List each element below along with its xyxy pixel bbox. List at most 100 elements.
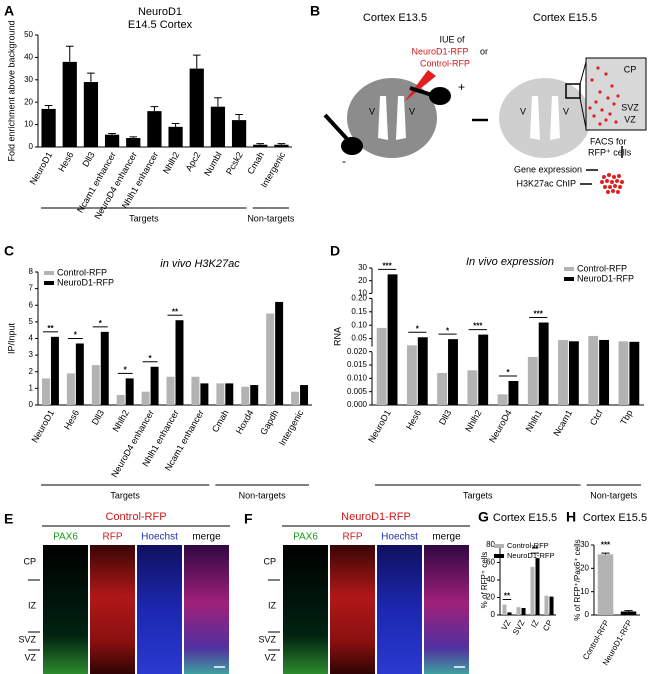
x-tick-label: Hoxd4 — [234, 408, 256, 436]
significance: ** — [172, 307, 179, 316]
error-bar — [87, 72, 95, 83]
y-tick-label: 0.20 — [351, 294, 367, 303]
bar — [535, 558, 540, 615]
x-tick-label: Ctcf — [588, 408, 605, 427]
micrograph — [90, 545, 135, 674]
y-axis-label: Fold enrichment above background — [6, 20, 16, 161]
pipette — [404, 70, 436, 102]
bar — [41, 108, 56, 147]
y-tick-label: 4 — [29, 334, 34, 343]
y-tick-label: 0.10 — [351, 320, 367, 329]
x-tick-label: Cmah — [245, 150, 266, 176]
x-tick-label: Nhlh2 — [463, 408, 483, 433]
chart-title: Cortex E15.5 — [583, 512, 647, 524]
iue-or: or — [480, 46, 488, 56]
legend-swatch — [564, 277, 574, 281]
y-tick-label: 0.010 — [347, 373, 368, 382]
channel-label: RFP — [343, 532, 363, 543]
zone-label: IZ — [28, 600, 37, 610]
error-bar — [65, 45, 74, 62]
channel-label: PAX6 — [293, 532, 318, 543]
y-tick-label: 0 — [491, 610, 496, 619]
image-title: NeuroD1-RFP — [341, 511, 411, 523]
x-tick-label: Hes6 — [62, 408, 81, 431]
legend-label: NeuroD1-RFP — [57, 277, 114, 287]
x-tick-label: Nhlh2 — [161, 150, 181, 175]
bar — [558, 339, 568, 405]
panel-letter: F — [244, 511, 253, 527]
significance: * — [506, 368, 510, 377]
y-tick-label: 40 — [486, 575, 495, 584]
bar — [253, 144, 268, 147]
channel-label: PAX6 — [53, 532, 78, 543]
x-tick-label: VZ — [500, 618, 513, 631]
brain-e13 — [347, 78, 437, 158]
bar — [406, 345, 417, 405]
bar — [66, 373, 75, 405]
significance: *** — [473, 322, 483, 331]
ventricle-label: V — [409, 106, 415, 116]
y-tick-label: 6 — [29, 300, 34, 309]
zone-label: VZ — [624, 114, 636, 124]
bar — [387, 274, 398, 405]
micrograph — [330, 545, 375, 674]
iue-option: NeuroD1-RFP — [411, 46, 468, 56]
diagram-title: Cortex E15.5 — [533, 12, 597, 24]
bar — [376, 327, 387, 405]
zone-label: CP — [263, 556, 276, 566]
y-tick-label: 0 — [29, 400, 34, 409]
image-title: Control-RFP — [105, 511, 166, 523]
bar — [41, 378, 50, 405]
facs-label: RFP⁺ cells — [588, 147, 632, 157]
y-tick-label: 0.05 — [351, 334, 367, 343]
bar — [618, 341, 629, 405]
bar — [266, 313, 275, 405]
bar — [241, 386, 250, 405]
zone-label: SVZ — [258, 634, 276, 644]
y-axis-label: % of RFP⁺ cells — [480, 552, 489, 609]
bar — [599, 339, 610, 405]
y-tick-label: 30 — [24, 75, 33, 84]
y-tick-label: 0 — [585, 610, 590, 619]
legend-swatch — [44, 271, 54, 275]
group-label: Targets — [463, 490, 493, 500]
gene-expression: Gene expression — [514, 164, 582, 174]
bar — [83, 82, 99, 147]
legend-label: Control-RFP — [57, 267, 107, 277]
bar — [597, 554, 614, 615]
y-tick-label: 20 — [358, 276, 367, 285]
zone-label: SVZ — [621, 102, 639, 112]
zoom-line — [579, 61, 587, 85]
x-tick-label: Nhlh1 — [524, 408, 544, 433]
cells — [588, 66, 620, 126]
ventricle-label: V — [520, 106, 526, 116]
channel-label: merge — [432, 532, 461, 543]
x-tick-label: Apc2 — [184, 150, 203, 173]
bar — [497, 394, 508, 405]
x-tick-label: Nhlh2 — [111, 408, 131, 433]
y-tick-label: 20 — [24, 97, 33, 106]
chart-title: in vivo H3K27ac — [160, 258, 240, 270]
y-tick-label: 20 — [580, 563, 589, 572]
y-tick-label: 30 — [358, 263, 367, 272]
panel-letter: E — [4, 511, 13, 527]
y-tick-label: 0 — [29, 142, 34, 151]
bar — [116, 395, 125, 405]
chart-title: NeuroD1 — [138, 6, 182, 18]
group-label: Targets — [110, 490, 140, 500]
x-tick-label: Dll3 — [80, 150, 96, 168]
iue-label: IUE of — [439, 34, 465, 44]
legend-swatch — [494, 544, 504, 548]
brain-e15 — [499, 78, 591, 158]
x-tick-label: Hes6 — [56, 150, 75, 173]
zone-label: CP — [624, 64, 637, 74]
y-tick-label: 0.15 — [351, 307, 367, 316]
error-bar — [108, 133, 116, 135]
x-tick-label: NeuroD4 — [487, 408, 514, 444]
bar — [516, 607, 521, 615]
y-tick-label: 0.015 — [347, 360, 368, 369]
y-tick-label: 5 — [29, 317, 34, 326]
bar — [544, 595, 549, 615]
bar — [417, 337, 428, 405]
